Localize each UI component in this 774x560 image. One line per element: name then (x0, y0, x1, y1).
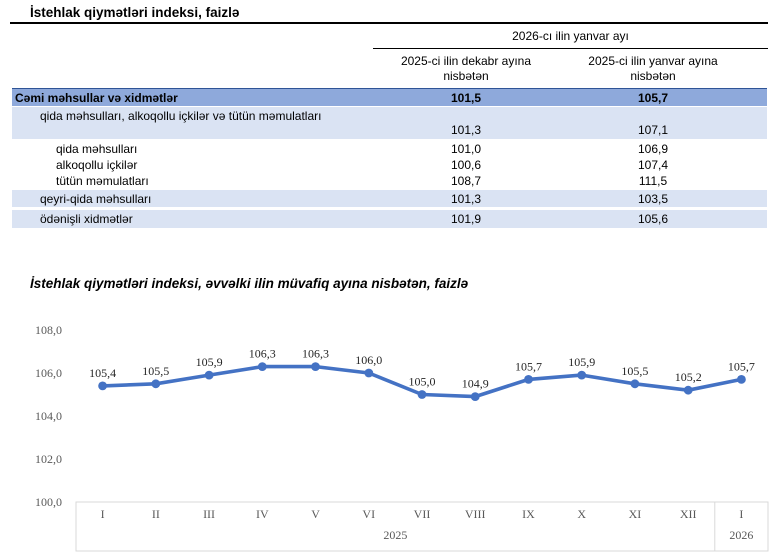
year-group-label: 2026 (729, 528, 753, 542)
x-tick-label: X (577, 507, 586, 521)
row-value-vs-january: 111,5 (638, 173, 668, 188)
row-label: tütün məmulatları (56, 173, 149, 188)
x-tick-label: V (311, 507, 320, 521)
row-label: qeyri-qida məhsulları (40, 191, 152, 206)
data-point (364, 368, 374, 378)
data-point-label: 106,3 (249, 347, 276, 361)
page-title: İstehlak qiymətləri indeksi, faizlə (30, 5, 240, 20)
row-value-vs-december: 101,9 (450, 212, 482, 226)
row-value-vs-december: 100,6 (450, 157, 482, 172)
x-tick-label: I (101, 507, 105, 521)
row-label: qida məhsulları, alkoqollu içkilər və tü… (40, 109, 322, 123)
data-point (257, 362, 267, 371)
row-value-vs-january: 103,5 (637, 191, 669, 206)
data-point (630, 379, 640, 389)
row-value-vs-december: 101,0 (450, 142, 482, 156)
row-value-vs-december: 101,3 (450, 191, 482, 206)
data-point (577, 370, 587, 380)
title-divider (10, 22, 768, 24)
row-label: qida məhsulları (56, 142, 138, 156)
data-point-label: 105,2 (675, 370, 702, 384)
table-span-header: 2026-cı ilin yanvar ayı (512, 29, 629, 43)
row-value-vs-january: 105,7 (637, 90, 669, 105)
span-header-underline (373, 48, 768, 49)
row-value-vs-january: 105,6 (637, 212, 669, 226)
year-group-label: 2025 (383, 528, 407, 542)
data-point-label: 105,5 (621, 364, 648, 378)
x-tick-label: VI (362, 507, 375, 521)
row-value-vs-december: 101,5 (450, 90, 482, 105)
data-point (311, 362, 320, 371)
chart-title: İstehlak qiymətləri indeksi, əvvəlki ili… (30, 276, 469, 291)
data-point-label: 105,5 (142, 364, 169, 378)
y-tick-label: 108,0 (35, 323, 62, 337)
data-point-label: 105,9 (196, 355, 223, 369)
x-tick-label: I (739, 507, 743, 521)
row-value-vs-december: 108,7 (450, 173, 482, 188)
table-row: Cəmi məhsullar və xidmətlər 101,5 105,7 (12, 88, 767, 106)
column-header-vs-january: 2025-ci ilin yanvar ayına nisbətən (588, 54, 718, 83)
data-point-label: 105,9 (568, 355, 595, 369)
data-point-label: 105,7 (728, 359, 755, 373)
data-point-label: 106,0 (355, 353, 382, 367)
data-point (98, 381, 107, 391)
y-tick-label: 106,0 (35, 366, 62, 380)
data-point-label: 106,3 (302, 347, 329, 361)
row-value-vs-january: 107,1 (637, 123, 669, 137)
y-tick-label: 100,0 (35, 495, 62, 509)
category-axis-box (75, 501, 769, 552)
data-point-label: 104,9 (462, 377, 489, 391)
table-row: qeyri-qida məhsulları 101,3 103,5 (12, 190, 767, 207)
table-row: qida məhsulları, alkoqollu içkilər və tü… (12, 107, 767, 139)
table-row: qida məhsulları 101,0 106,9 (12, 141, 767, 157)
table-row: alkoqollu içkilər 100,6 107,4 (12, 157, 767, 172)
data-point (683, 385, 693, 395)
data-point-label: 105,0 (409, 375, 436, 389)
table-row: ödənişli xidmətlər 101,9 105,6 (12, 210, 767, 228)
x-tick-label: III (203, 507, 215, 521)
y-tick-label: 104,0 (35, 409, 62, 423)
data-point (524, 375, 533, 384)
row-label: alkoqollu içkilər (56, 157, 138, 172)
data-point-label: 105,7 (515, 359, 542, 373)
x-tick-label: XII (680, 507, 697, 521)
x-tick-label: II (152, 507, 160, 521)
x-tick-label: VIII (465, 507, 486, 521)
row-value-vs-december: 101,3 (450, 123, 482, 137)
x-tick-label: IV (256, 507, 269, 521)
data-point (417, 390, 427, 399)
x-tick-label: XI (629, 507, 642, 521)
data-point-label: 105,4 (89, 366, 116, 380)
table-row: tütün məmulatları 108,7 111,5 (12, 173, 767, 188)
x-tick-label: VII (414, 507, 431, 521)
data-point (204, 370, 214, 380)
row-value-vs-january: 106,9 (637, 142, 669, 156)
data-point (470, 392, 480, 401)
row-label: ödənişli xidmətlər (40, 212, 133, 226)
column-header-vs-december: 2025-ci ilin dekabr ayına nisbətən (400, 54, 532, 83)
y-tick-label: 102,0 (35, 452, 62, 466)
x-tick-label: IX (522, 507, 535, 521)
row-label: Cəmi məhsullar və xidmətlər (15, 90, 178, 105)
data-point (151, 379, 161, 389)
data-point (737, 375, 746, 384)
row-value-vs-january: 107,4 (637, 157, 669, 172)
